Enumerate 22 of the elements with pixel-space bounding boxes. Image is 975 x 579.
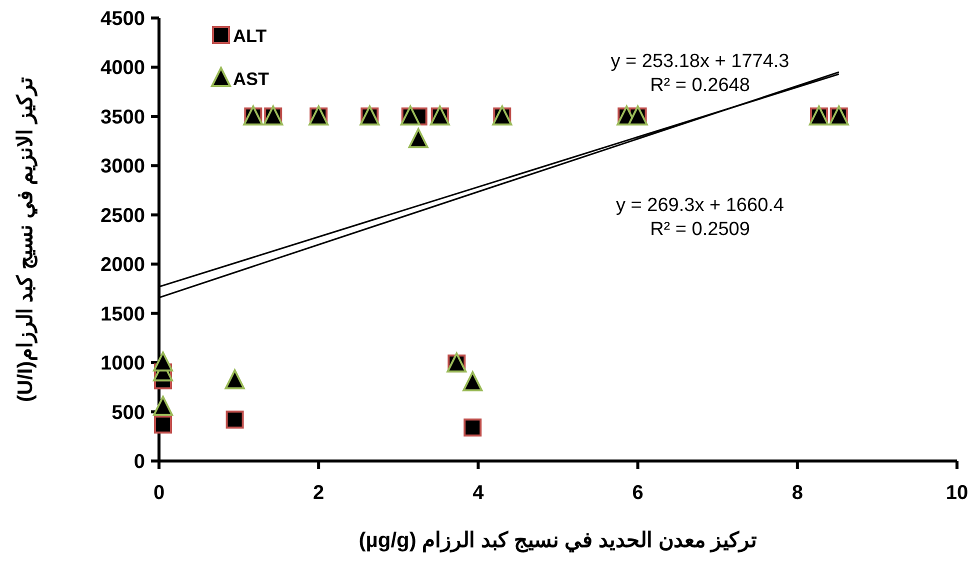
- x-tick-label: 4: [472, 482, 485, 504]
- y-tick-label: 4500: [100, 8, 145, 30]
- y-axis-title: تركيز الانزيم في نسيج كبد الرزام(U/I): [14, 76, 38, 402]
- x-tick-label: 0: [153, 482, 165, 504]
- y-tick-label: 1000: [100, 352, 145, 375]
- y-tick-label: 500: [112, 402, 145, 424]
- y-tick-label: 2500: [100, 204, 145, 227]
- y-tick-label: 2000: [100, 254, 145, 276]
- x-tick-label: 10: [946, 482, 968, 504]
- x-tick-label: 8: [792, 482, 803, 504]
- legend-label: ALT: [233, 26, 267, 46]
- y-tick-label: 1500: [100, 303, 145, 326]
- x-axis-title: تركيز معدن الحديد في نسيج كبد الرزام (µg/g): [358, 529, 758, 553]
- y-tick-label: 3500: [100, 106, 145, 128]
- legend-label: AST: [233, 69, 270, 89]
- y-tick-label: 0: [134, 451, 145, 473]
- annotation: y = 269.3x + 1660.4 R² = 0.2509: [616, 195, 784, 240]
- y-tick-label: 4000: [100, 57, 145, 80]
- x-tick-label: 6: [632, 482, 644, 504]
- annotation: y = 253.18x + 1774.3 R² = 0.2648: [610, 51, 790, 96]
- x-tick-label: 2: [313, 482, 324, 504]
- y-tick-label: 3000: [100, 156, 145, 178]
